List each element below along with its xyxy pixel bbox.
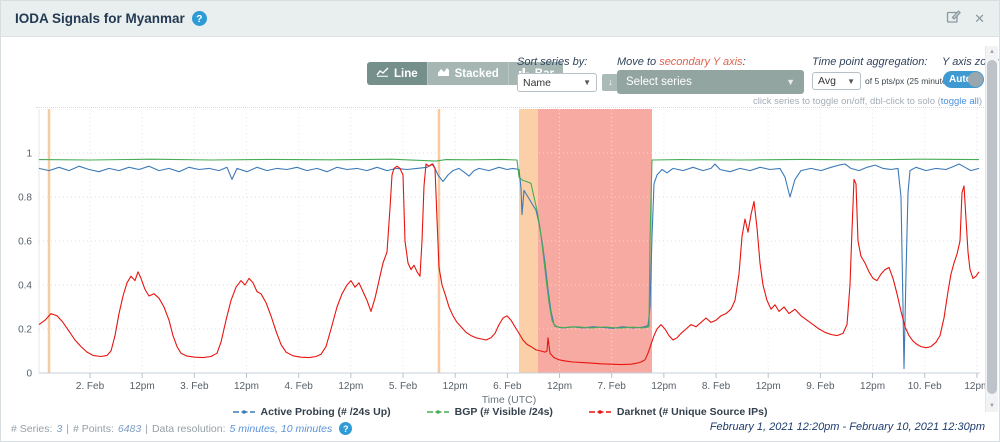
line-chart-button[interactable]: Line: [367, 62, 428, 85]
legend-label: Darknet (# Unique Source IPs): [616, 406, 768, 418]
y-tick-label: 0.8: [18, 193, 32, 204]
y-tick-label: 0.2: [18, 325, 32, 336]
chevron-down-icon: ▼: [583, 78, 591, 87]
x-tick-label: 2. Feb: [76, 381, 105, 392]
x-tick-label: 9. Feb: [806, 381, 835, 392]
x-tick-label: 3. Feb: [180, 381, 209, 392]
line-chart-icon: [376, 67, 389, 80]
stats-help-icon[interactable]: ?: [339, 422, 353, 435]
toggle-knob: [968, 72, 983, 87]
aggregation-label: Time point aggregation:: [812, 56, 928, 68]
x-tick-label: 12pm: [547, 381, 572, 392]
select-series-dropdown[interactable]: Select series ▼: [617, 70, 804, 94]
x-tick-label: 6. Feb: [493, 381, 522, 392]
date-range: February 1, 2021 12:20pm - February 10, …: [709, 421, 985, 433]
legend-marker-icon: [588, 410, 611, 414]
sort-series-label: Sort series by:: [517, 56, 588, 68]
legend-label: Active Probing (# /24s Up): [260, 406, 391, 418]
x-tick-label: 12pm: [964, 381, 989, 392]
series-count-value: 3: [56, 422, 63, 435]
y-tick-label: 0.6: [18, 237, 32, 248]
x-tick-label: 12pm: [338, 381, 363, 392]
legend-item[interactable]: BGP (# Visible /24s): [426, 406, 553, 418]
edit-icon[interactable]: [946, 9, 962, 28]
x-tick-label: 12pm: [756, 381, 781, 392]
x-tick-label: 12pm: [651, 381, 676, 392]
y-zoom-auto-toggle[interactable]: Auto: [943, 71, 984, 88]
y-tick-label: 1: [26, 149, 32, 160]
signals-chart[interactable]: 2. Feb 12pm 3. Feb 12pm 4. Feb 12pm 5. Feb 12pm…: [1, 107, 1000, 407]
secondary-axis-highlight: secondary Y axis: [659, 56, 743, 68]
chart-stats: # Series: 3 | # Points: 6483 | Data reso…: [11, 422, 353, 435]
legend-marker-icon: [232, 410, 255, 414]
chart-legend: Active Probing (# /24s Up) BGP (# Visible…: [1, 406, 999, 418]
series-toggle-hint: click series to toggle on/off, dbl-click…: [753, 96, 982, 107]
aggregation-select[interactable]: Avg ▼: [812, 72, 861, 90]
legend-marker-icon: [426, 410, 449, 414]
series-line[interactable]: [38, 163, 980, 366]
series-count-label: # Series:: [11, 422, 53, 435]
x-tick-label: 12pm: [130, 381, 155, 392]
resolution-value: 5 minutes, 10 minutes: [229, 422, 333, 435]
x-tick-label: 10. Feb: [908, 381, 942, 392]
outage-highlight-band: [519, 109, 538, 373]
y-zoom-label: Y axis zoom:: [942, 56, 1000, 68]
aggregation-detail: of 5 pts/px (25 minutes): [865, 76, 954, 86]
scrollbar-thumb[interactable]: [987, 60, 997, 394]
x-tick-label: 4. Feb: [285, 381, 314, 392]
scroll-up-icon[interactable]: ▲: [989, 49, 995, 55]
toggle-all-link[interactable]: toggle all: [940, 96, 979, 107]
x-tick-label: 12pm: [443, 381, 468, 392]
x-axis-title: Time (UTC): [482, 394, 536, 406]
chevron-down-icon: ▼: [847, 76, 855, 86]
y-tick-label: 0.4: [18, 281, 32, 292]
points-count-value: 6483: [117, 422, 142, 435]
legend-item[interactable]: Darknet (# Unique Source IPs): [588, 406, 768, 418]
stacked-chart-icon: [437, 67, 450, 80]
series-line[interactable]: [38, 158, 980, 329]
legend-item[interactable]: Active Probing (# /24s Up): [232, 406, 391, 418]
chevron-down-icon: ▼: [786, 77, 795, 87]
toolbar-divider: [36, 107, 984, 108]
points-count-label: # Points:: [73, 422, 114, 435]
panel-title: IODA Signals for Myanmar: [15, 11, 185, 26]
scroll-down-icon[interactable]: ▼: [989, 403, 995, 409]
vertical-scrollbar: ▲ ▼: [985, 46, 998, 412]
title-help-icon[interactable]: ?: [191, 11, 207, 26]
x-tick-label: 5. Feb: [389, 381, 418, 392]
secondary-axis-label: Move to secondary Y axis:: [617, 56, 746, 68]
x-tick-label: 8. Feb: [702, 381, 731, 392]
panel-header: IODA Signals for Myanmar ? ✕: [1, 1, 999, 37]
sort-descending-button[interactable]: ↓: [602, 74, 619, 91]
x-tick-label: 12pm: [234, 381, 259, 392]
close-icon[interactable]: ✕: [974, 11, 985, 26]
legend-label: BGP (# Visible /24s): [454, 406, 553, 418]
x-tick-label: 12pm: [860, 381, 885, 392]
stacked-chart-button[interactable]: Stacked: [427, 62, 509, 85]
series-line[interactable]: [38, 163, 980, 370]
resolution-label: Data resolution:: [151, 422, 226, 435]
x-tick-label: 7. Feb: [598, 381, 627, 392]
y-tick-label: 0: [26, 369, 32, 380]
sort-series-select[interactable]: Name ▼: [517, 73, 597, 92]
